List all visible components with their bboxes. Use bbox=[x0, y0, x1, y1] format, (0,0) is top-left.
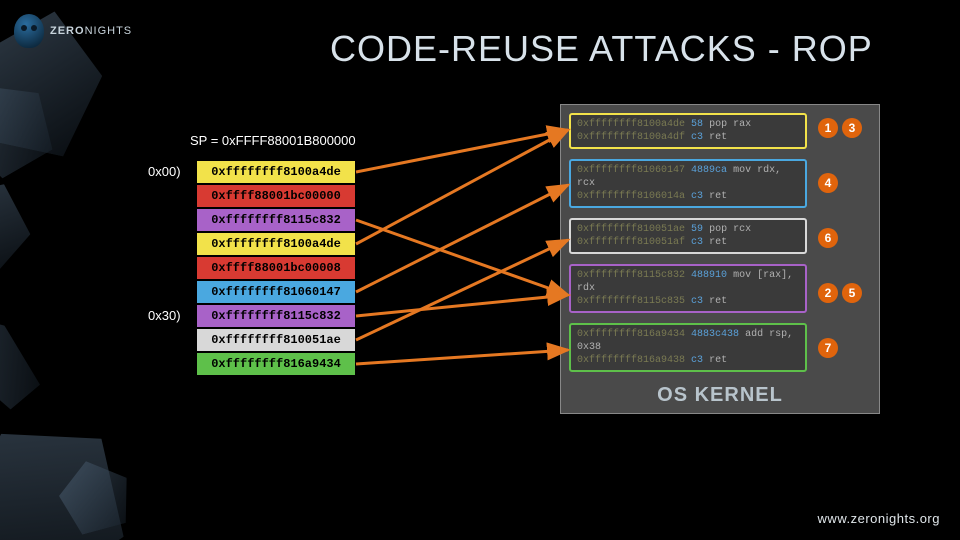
gadget-box: 0xffffffff810051ae 59 pop rcx0xffffffff8… bbox=[569, 218, 807, 254]
gadget-line: 0xffffffff81060147 4889ca mov rdx, rcx bbox=[577, 164, 799, 190]
footer-url: www.zeronights.org bbox=[818, 511, 940, 526]
arrow bbox=[356, 295, 568, 316]
stack-cell: 0xffffffff816a9434 bbox=[196, 352, 356, 376]
arrow bbox=[356, 350, 568, 364]
gadget-box: 0xffffffff81060147 4889ca mov rdx, rcx0x… bbox=[569, 159, 807, 208]
stack-column: 0xffffffff8100a4de0xffff88001bc000000xff… bbox=[196, 160, 356, 376]
arrow bbox=[356, 240, 568, 340]
arrow bbox=[356, 220, 568, 295]
gadget-line: 0xffffffff816a9434 4883c438 add rsp, 0x3… bbox=[577, 328, 799, 354]
gadget-line: 0xffffffff8115c835 c3 ret bbox=[577, 295, 799, 308]
stack-cell: 0xffffffff81060147 bbox=[196, 280, 356, 304]
gadget-box: 0xffffffff8115c832 488910 mov [rax], rdx… bbox=[569, 264, 807, 313]
step-badge: 3 bbox=[842, 118, 862, 138]
stack-cell: 0xffffffff8100a4de bbox=[196, 232, 356, 256]
page-title: CODE-REUSE ATTACKS - ROP bbox=[330, 28, 873, 70]
stack-cell: 0xffffffff8115c832 bbox=[196, 304, 356, 328]
stack-cell: 0xffff88001bc00000 bbox=[196, 184, 356, 208]
gadget-box: 0xffffffff8100a4de 58 pop rax0xffffffff8… bbox=[569, 113, 807, 149]
logo-text: ZERONIGHTS bbox=[50, 25, 132, 37]
step-badge: 5 bbox=[842, 283, 862, 303]
stack-cell: 0xffffffff810051ae bbox=[196, 328, 356, 352]
stack-cell: 0xffffffff8115c832 bbox=[196, 208, 356, 232]
gadget-line: 0xffffffff8106014a c3 ret bbox=[577, 190, 799, 203]
offset-top: 0x00) bbox=[148, 164, 181, 179]
gadget-box: 0xffffffff816a9434 4883c438 add rsp, 0x3… bbox=[569, 323, 807, 372]
step-badge: 1 bbox=[818, 118, 838, 138]
sp-label: SP = 0xFFFF88001B800000 bbox=[186, 132, 360, 149]
arrow bbox=[356, 185, 568, 292]
step-badge: 4 bbox=[818, 173, 838, 193]
step-badge: 7 bbox=[818, 338, 838, 358]
kernel-panel: OS KERNEL 0xffffffff8100a4de 58 pop rax0… bbox=[560, 104, 880, 414]
step-badge: 6 bbox=[818, 228, 838, 248]
arrow bbox=[356, 130, 568, 244]
stack-cell: 0xffff88001bc00008 bbox=[196, 256, 356, 280]
offset-bottom: 0x30) bbox=[148, 308, 181, 323]
gadget-line: 0xffffffff810051ae 59 pop rcx bbox=[577, 223, 799, 236]
arrow bbox=[356, 130, 568, 172]
step-badge: 2 bbox=[818, 283, 838, 303]
kernel-title: OS KERNEL bbox=[561, 384, 879, 407]
gadget-line: 0xffffffff8100a4df c3 ret bbox=[577, 131, 799, 144]
logo: ZERONIGHTS bbox=[14, 14, 132, 48]
logo-icon bbox=[14, 14, 44, 48]
gadget-line: 0xffffffff816a9438 c3 ret bbox=[577, 354, 799, 367]
gadget-line: 0xffffffff810051af c3 ret bbox=[577, 236, 799, 249]
stack-cell: 0xffffffff8100a4de bbox=[196, 160, 356, 184]
gadget-line: 0xffffffff8100a4de 58 pop rax bbox=[577, 118, 799, 131]
gadget-line: 0xffffffff8115c832 488910 mov [rax], rdx bbox=[577, 269, 799, 295]
